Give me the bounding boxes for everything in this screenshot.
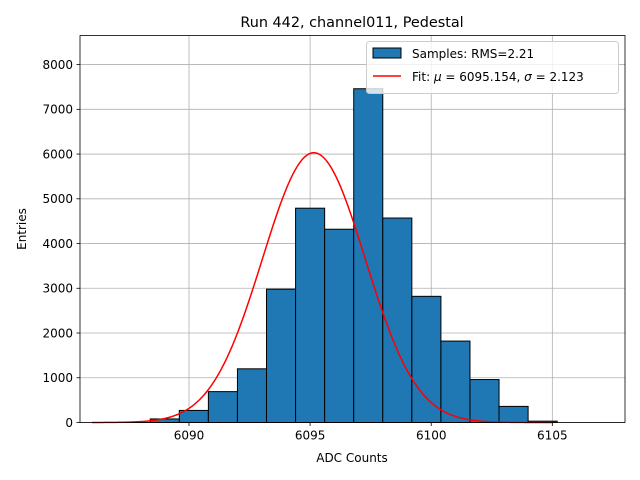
- y-tick-label: 3000: [42, 282, 73, 296]
- histogram-bar: [440, 340, 471, 424]
- y-tick-label: 6000: [42, 147, 73, 161]
- legend-fit-part: = 6095.154,: [442, 70, 525, 84]
- legend-histogram-swatch: [372, 47, 402, 59]
- x-tick-label: 6090: [174, 429, 205, 443]
- y-axis-label: Entries: [15, 208, 29, 250]
- legend-fit-label: Fit: μ = 6095.154, σ = 2.123: [412, 70, 584, 84]
- legend-fit-part: Fit:: [412, 70, 434, 84]
- y-tick-label: 1000: [42, 371, 73, 385]
- histogram-bar: [324, 228, 355, 423]
- legend-box: [366, 41, 619, 94]
- histogram-bar: [207, 391, 238, 424]
- histogram-bar: [295, 207, 326, 423]
- y-tick-label: 8000: [42, 58, 73, 72]
- histogram-bar: [382, 217, 413, 423]
- x-axis-ticks: 6090 6095 6100 6105: [174, 422, 568, 443]
- histogram-bar: [469, 379, 500, 424]
- legend: Samples: RMS=2.21 Fit: μ = 6095.154, σ =…: [366, 41, 619, 94]
- histogram-bar: [353, 88, 384, 424]
- chart-title: Run 442, channel011, Pedestal: [240, 15, 463, 31]
- fit-curve-line: [92, 151, 553, 424]
- y-tick-label: 4000: [42, 237, 73, 251]
- histogram-bar: [266, 288, 297, 423]
- y-tick-label: 0: [65, 416, 73, 430]
- plot-frame: [79, 35, 626, 423]
- histogram-bars: [120, 88, 558, 424]
- legend-fit-mu-symbol: μ: [433, 70, 442, 84]
- x-tick-label: 6100: [416, 429, 447, 443]
- x-tick-label: 6105: [537, 429, 568, 443]
- plot-area: 6090 6095 6100 6105 0 1000 2000 3000 4000 5000 60…: [42, 35, 626, 443]
- x-axis-label: ADC Counts: [316, 451, 388, 465]
- x-tick-label: 6095: [295, 429, 326, 443]
- histogram-bar: [236, 368, 268, 423]
- legend-histogram-label: Samples: RMS=2.21: [412, 47, 534, 61]
- y-tick-label: 5000: [42, 192, 73, 206]
- histogram-bar: [411, 295, 442, 423]
- y-tick-label: 7000: [42, 103, 73, 117]
- y-tick-label: 2000: [42, 326, 73, 340]
- legend-fit-part: = 2.123: [532, 70, 584, 84]
- histogram-bar: [498, 405, 529, 424]
- legend-fit-sigma-symbol: σ: [524, 70, 532, 84]
- y-axis-ticks: 0 1000 2000 3000 4000 5000 6000 7000 8000: [42, 58, 80, 430]
